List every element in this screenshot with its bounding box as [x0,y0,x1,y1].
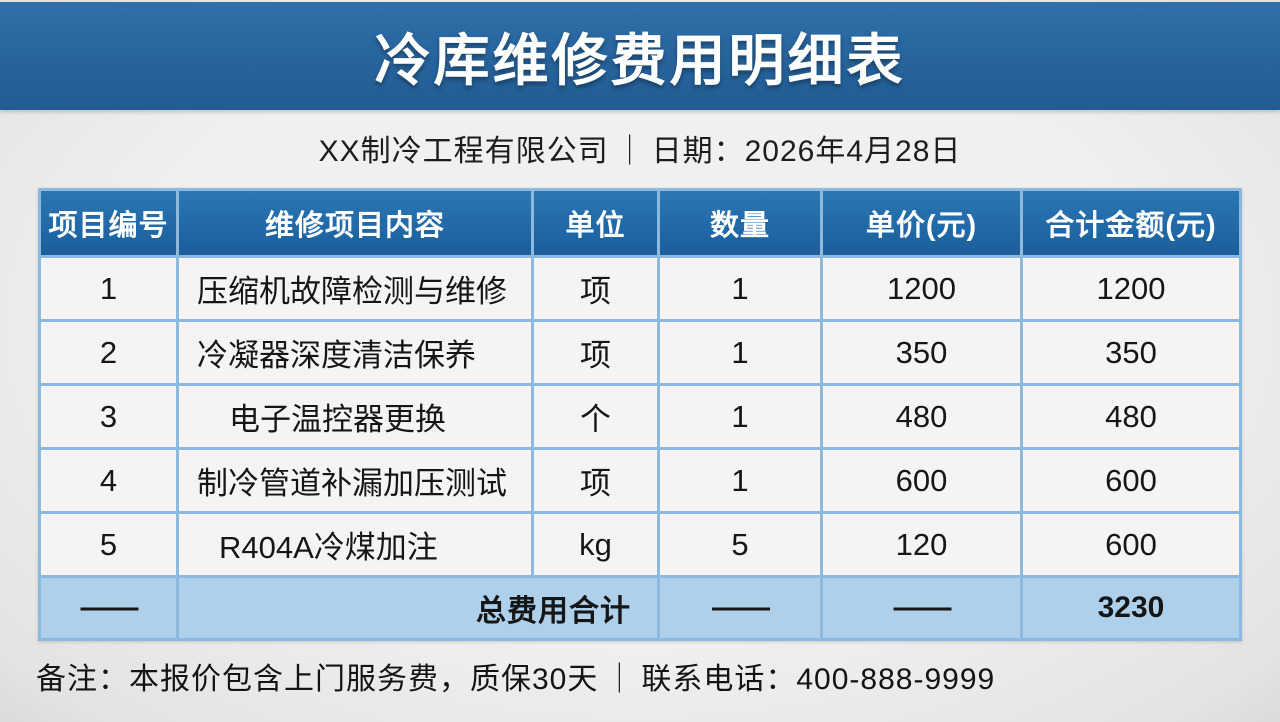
row4-amount: 600 [1023,450,1239,511]
total-no-dash: —— [41,578,176,638]
row1-qty: 1 [660,258,820,319]
subtitle-line: XX制冷工程有限公司 ｜ 日期：2026年4月28日 [0,110,1280,186]
title-bar: 冷库维修费用明细表 [0,2,1280,110]
total-label: 总费用合计 [179,578,657,638]
col-header-total-amount: 合计金额(元) [1023,191,1239,255]
row1-price: 1200 [823,258,1020,319]
subtitle-separator: ｜ [614,135,646,168]
row1-amount: 1200 [1023,258,1239,319]
row3-item: 电子温控器更换 [179,386,531,447]
row5-no: 5 [41,514,176,575]
row4-item: 制冷管道补漏加压测试 [179,450,531,511]
row5-unit: kg [534,514,657,575]
col-header-unit-price: 单价(元) [823,191,1020,255]
row5-qty: 5 [660,514,820,575]
row3-price: 480 [823,386,1020,447]
col-header-content: 维修项目内容 [179,191,531,255]
row1-item: 压缩机故障检测与维修 [179,258,531,319]
row4-qty: 1 [660,450,820,511]
footer-note: 备注：本报价包含上门服务费，质保30天 ｜ 联系电话：400-888-9999 [36,654,1246,698]
row2-unit: 项 [534,322,657,383]
row2-amount: 350 [1023,322,1239,383]
row2-item: 冷凝器深度清洁保养 [179,322,531,383]
col-header-quantity: 数量 [660,191,820,255]
date-text: 日期：2026年4月28日 [651,135,962,168]
row5-price: 120 [823,514,1020,575]
row3-qty: 1 [660,386,820,447]
row1-no: 1 [41,258,176,319]
row5-item: R404A冷煤加注 [179,514,531,575]
repair-cost-table: 项目编号 维修项目内容 单位 数量 单价(元) 合计金额(元) 1 压缩机故障检… [38,188,1242,641]
note-text: 备注：本报价包含上门服务费，质保30天 [36,663,599,696]
row3-unit: 个 [534,386,657,447]
row2-qty: 1 [660,322,820,383]
row2-price: 350 [823,322,1020,383]
company-name: XX制冷工程有限公司 [318,135,609,168]
row3-item-text: 电子温控器更换 [229,402,446,437]
total-qty-dash: —— [660,578,820,638]
row5-amount: 600 [1023,514,1239,575]
row2-no: 2 [41,322,176,383]
row3-amount: 480 [1023,386,1239,447]
row4-price: 600 [823,450,1020,511]
row4-no: 4 [41,450,176,511]
total-amount: 3230 [1023,578,1239,638]
footer-separator: ｜ [604,663,636,696]
col-header-item-no: 项目编号 [41,191,176,255]
total-price-dash: —— [823,578,1020,638]
row5-item-text: R404A冷煤加注 [219,530,438,565]
row3-no: 3 [41,386,176,447]
col-header-unit: 单位 [534,191,657,255]
row4-unit: 项 [534,450,657,511]
row1-unit: 项 [534,258,657,319]
contact-text: 联系电话：400-888-9999 [641,663,996,696]
page-title: 冷库维修费用明细表 [374,28,906,92]
